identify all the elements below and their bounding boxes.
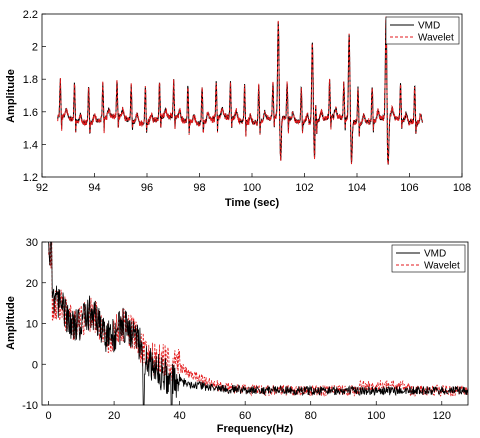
bot-x-tick-label: 120 xyxy=(433,410,451,422)
bottom-wavelet-series-line xyxy=(48,241,469,397)
top-x-tick-label: 106 xyxy=(400,182,418,194)
top-wavelet-series-line xyxy=(57,16,424,165)
frequency-domain-chart: -10 0 10 20 30 0 20 40 60 80 100 120 Frequency(Hz)… xyxy=(5,237,469,435)
bottom-x-axis-label: Frequency(Hz) xyxy=(217,423,294,435)
bot-y-tick-label: 10 xyxy=(26,319,38,331)
bot-y-tick-label: 0 xyxy=(32,359,38,371)
top-y-tick-label: 2 xyxy=(32,42,38,54)
bot-x-tick-label: 80 xyxy=(305,410,317,422)
bottom-vmd-series-line xyxy=(48,241,469,406)
bottom-legend-wavelet-label: Wavelet xyxy=(424,261,460,272)
top-x-tick-label: 100 xyxy=(243,182,261,194)
top-legend: VMD Wavelet xyxy=(385,16,460,45)
top-y-tick-label: 1.6 xyxy=(23,107,38,119)
top-y-axis-label: Amplitude xyxy=(5,69,17,123)
top-legend-box xyxy=(385,16,460,45)
top-x-tick-label: 98 xyxy=(193,182,205,194)
bottom-x-ticks: 0 20 40 60 80 100 120 xyxy=(45,401,451,422)
bottom-legend-box xyxy=(391,244,466,273)
time-domain-chart: 1.2 1.4 1.6 1.8 2 2.2 92 94 96 98 100 102 104 106 108… xyxy=(5,9,471,209)
bot-y-tick-label: 30 xyxy=(26,237,38,249)
bot-x-tick-label: 0 xyxy=(45,410,51,422)
top-x-tick-label: 96 xyxy=(141,182,153,194)
top-x-tick-label: 104 xyxy=(348,182,366,194)
bot-x-tick-label: 20 xyxy=(108,410,120,422)
top-x-tick-label: 92 xyxy=(36,182,48,194)
bot-x-tick-label: 100 xyxy=(367,410,385,422)
bottom-y-axis-label: Amplitude xyxy=(5,296,17,350)
bottom-legend-vmd-label: VMD xyxy=(424,249,446,260)
top-y-ticks: 1.2 1.4 1.6 1.8 2 2.2 xyxy=(23,9,46,184)
top-legend-vmd-label: VMD xyxy=(418,21,440,32)
bot-x-tick-label: 60 xyxy=(239,410,251,422)
top-x-tick-label: 102 xyxy=(295,182,313,194)
top-y-tick-label: 1.2 xyxy=(23,172,38,184)
bottom-y-ticks: -10 0 10 20 30 xyxy=(22,237,46,412)
bot-y-tick-label: 20 xyxy=(26,278,38,290)
top-x-ticks: 92 94 96 98 100 102 104 106 108 xyxy=(36,173,471,194)
top-y-tick-label: 1.8 xyxy=(23,74,38,86)
top-x-tick-label: 94 xyxy=(88,182,100,194)
top-x-tick-label: 108 xyxy=(453,182,471,194)
top-x-axis-label: Time (sec) xyxy=(225,197,280,209)
top-legend-wavelet-label: Wavelet xyxy=(418,33,454,44)
bottom-legend: VMD Wavelet xyxy=(391,244,466,273)
bot-y-tick-label: -10 xyxy=(22,400,38,412)
bot-x-tick-label: 40 xyxy=(174,410,186,422)
top-y-tick-label: 1.4 xyxy=(23,139,38,151)
top-y-tick-label: 2.2 xyxy=(23,9,38,21)
